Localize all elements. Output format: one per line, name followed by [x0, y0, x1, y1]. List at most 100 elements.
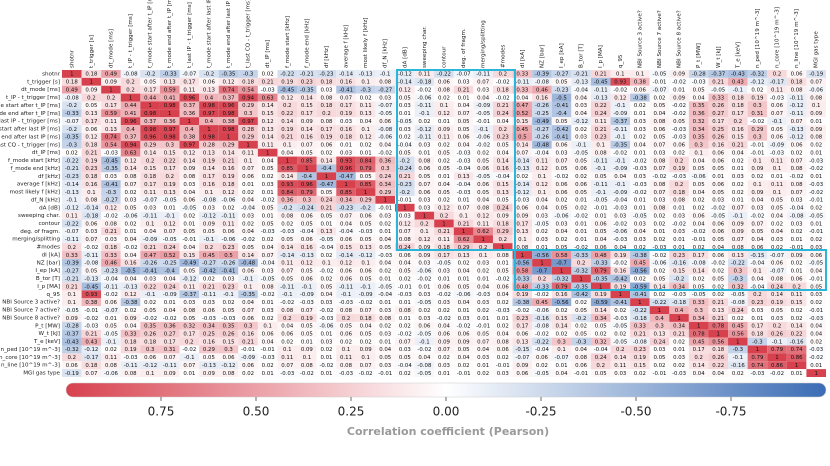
cell-value: 0.08 [732, 245, 745, 251]
cell [257, 172, 278, 181]
cell [395, 282, 415, 291]
cell-value: 0.24 [320, 198, 333, 204]
cell-value: 1 [286, 158, 289, 164]
cell [786, 345, 807, 354]
cell [669, 345, 689, 354]
cell [453, 180, 474, 189]
cell-value: -0.25 [163, 261, 177, 267]
cell-value: -0.12 [750, 80, 764, 86]
cell-value: 0.02 [732, 158, 744, 164]
cell-value: -0.05 [594, 198, 608, 204]
cell-value: 0.04 [497, 150, 510, 156]
cell-value: 0.07 [477, 80, 489, 86]
cell [551, 148, 572, 157]
cell [453, 93, 474, 102]
cell [786, 188, 807, 196]
cell-value: -0.11 [594, 182, 608, 188]
cell [218, 353, 239, 362]
cell [218, 227, 239, 236]
cell [688, 188, 709, 196]
cell [532, 329, 552, 338]
cell-value: 0.03 [614, 371, 626, 377]
row-label: #modes [37, 245, 61, 251]
cell-value: 1 [775, 355, 778, 361]
cell-value: 0.2 [146, 158, 155, 164]
cell [610, 156, 631, 165]
row-label: merging/splitting [12, 237, 60, 243]
cell-value: 0.29 [751, 127, 764, 133]
cell [395, 93, 415, 102]
cell [728, 337, 748, 346]
cell [62, 117, 82, 126]
cell [767, 243, 787, 252]
cell-value: 0.5 [224, 253, 233, 259]
cell [316, 211, 337, 220]
cell [62, 329, 82, 338]
cell-value: 0.04 [242, 300, 255, 306]
cell-value: 0.03 [732, 174, 744, 180]
cell-value: -0.12 [574, 119, 588, 125]
cell-value: -0.01 [241, 347, 255, 353]
cell [218, 132, 239, 141]
cell [590, 117, 611, 126]
cell [140, 251, 160, 259]
cell [590, 109, 611, 118]
cell-value: 1 [423, 213, 426, 219]
cell [199, 369, 219, 377]
cell [277, 258, 298, 267]
cell-value: -0.1 [595, 166, 606, 172]
cell-value: 0.03 [653, 347, 665, 353]
cell-value: 0.56 [732, 332, 745, 338]
cell [492, 195, 513, 204]
cell-value: -0.01 [750, 143, 764, 149]
cell-value: 0.05 [125, 206, 137, 212]
cell-value: 0.01 [477, 276, 489, 282]
cell-value: -0.07 [515, 355, 529, 361]
cell [630, 188, 650, 196]
cell [728, 361, 748, 370]
cell [767, 164, 787, 173]
cell [159, 290, 180, 299]
cell [257, 235, 278, 244]
cell [512, 172, 533, 181]
cell-value: -0.03 [359, 229, 373, 235]
cell-value: 0.26 [771, 332, 784, 338]
cell-value: 0.05 [771, 198, 783, 204]
cell [257, 290, 278, 299]
cell-value: -0.02 [692, 229, 706, 235]
cell [199, 329, 219, 338]
cell-value: 0.02 [183, 213, 195, 219]
cell-value: 0.34 [340, 198, 353, 204]
cell-value: -0.33 [594, 261, 608, 267]
cell [747, 188, 768, 196]
cell-value: 0.03 [418, 206, 430, 212]
cell [551, 109, 572, 118]
cell [512, 93, 533, 102]
cell-value: 0.45 [516, 127, 528, 133]
cell-value: 0.09 [301, 347, 314, 353]
cell [375, 211, 396, 220]
cell [297, 172, 317, 181]
cell [336, 235, 356, 244]
cell [414, 172, 435, 181]
cell-value: 0.01 [458, 308, 470, 314]
cell-value: 0.03 [477, 261, 489, 267]
cell-value: -0.26 [222, 261, 237, 267]
cell [610, 314, 631, 322]
cell-value: 0.05 [477, 332, 489, 338]
cell-value: 0.18 [320, 80, 333, 86]
column-label: most likely f [kHz] [363, 18, 369, 68]
cell [786, 148, 807, 157]
cell-value: 0.12 [105, 206, 117, 212]
cell-value: -0.05 [476, 111, 490, 117]
cell [767, 251, 787, 259]
cell-value: 0.44 [125, 103, 138, 109]
cell-value: 0.02 [634, 135, 646, 141]
cell [512, 70, 533, 78]
cell [375, 345, 396, 354]
cell-value: 0.11 [771, 158, 783, 164]
cell [551, 251, 572, 259]
cell [492, 258, 513, 267]
cell-value: 0.43 [85, 339, 97, 345]
cell [120, 243, 141, 252]
